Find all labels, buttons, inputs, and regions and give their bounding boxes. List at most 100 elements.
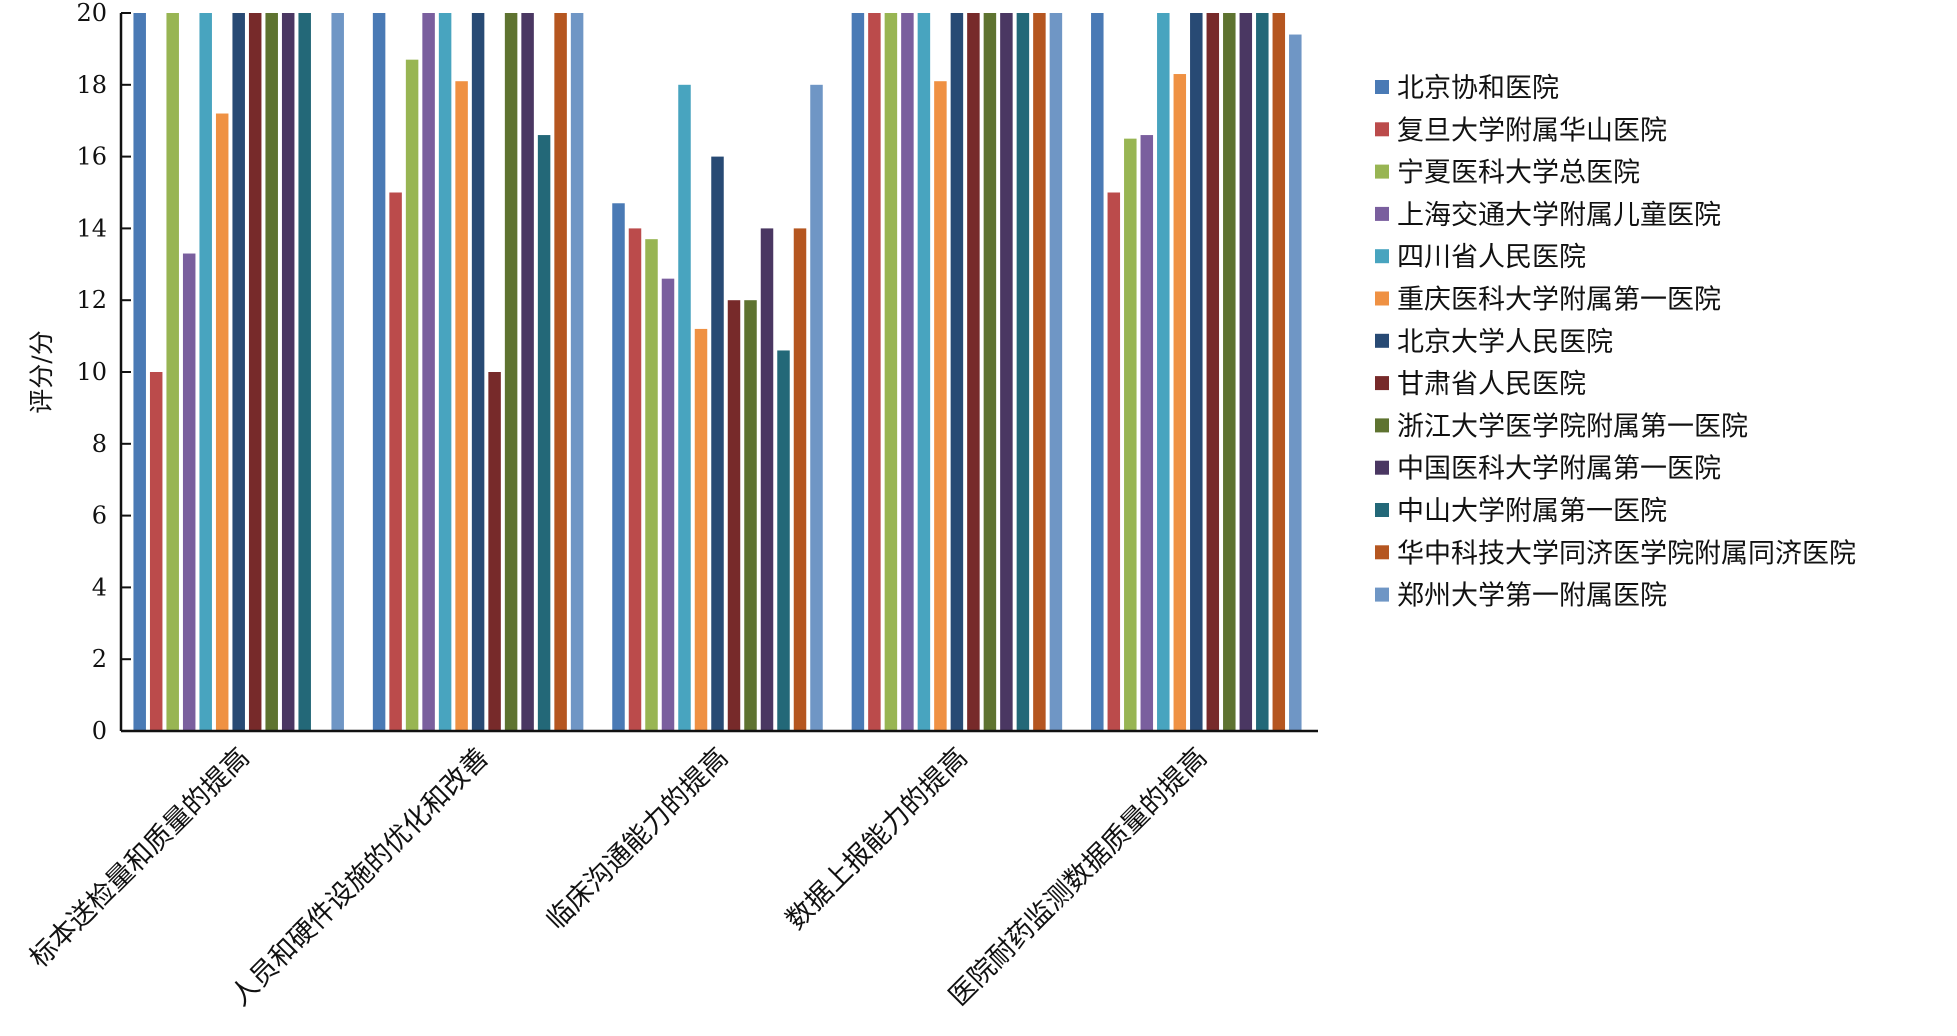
bar [868,13,881,731]
legend-label: 中山大学附属第一医院 [1397,496,1667,527]
y-tick-label: 14 [76,214,107,242]
bar [199,13,212,731]
legend-swatch [1375,418,1389,433]
category-label: 临床沟通能力的提高 [541,742,735,936]
bar [744,300,757,731]
legend-label: 浙江大学医学院附属第一医院 [1397,411,1748,442]
bar [504,13,518,731]
bars-layer [133,13,1302,732]
bar [521,13,534,731]
bar [554,13,567,731]
bar [1140,135,1154,731]
bar [1107,192,1121,731]
bar [232,13,245,731]
y-axis-label: 评分/分 [27,330,56,413]
bar [1049,13,1063,731]
bar [901,13,914,731]
bar [215,113,229,731]
bar [628,228,642,731]
bar [1033,13,1046,731]
legend-label: 上海交通大学附属儿童医院 [1397,200,1721,231]
bar [983,13,997,731]
bar [793,228,807,731]
bar [471,13,485,731]
bar [389,192,402,731]
bar [372,13,386,731]
legend-swatch [1375,460,1389,475]
legend-swatch [1375,80,1389,94]
legend-swatch [1375,545,1389,560]
bar [182,253,196,731]
legend-label: 重庆医科大学附属第一医院 [1397,285,1721,316]
bar [777,350,790,731]
bar [711,156,724,732]
bar [1256,13,1269,731]
y-tick-label: 8 [92,430,107,458]
y-tick-label: 16 [76,143,107,171]
legend-swatch [1375,291,1389,306]
y-tick-label: 12 [76,286,107,314]
y-tick-label: 4 [92,573,107,601]
bar [1124,138,1137,731]
y-tick-label: 0 [92,717,107,745]
bar [1091,13,1104,731]
bar [438,13,452,731]
bar [645,239,658,732]
bar [422,13,435,731]
bar [884,13,898,731]
bar [934,81,947,731]
y-tick-label: 20 [76,0,107,27]
bar [1000,13,1013,731]
bar [1223,13,1236,731]
bar [967,13,980,731]
category-label: 医院耐药监测数据质量的提高 [943,742,1213,1012]
legend-swatch [1375,376,1389,391]
bar [455,81,468,731]
bar [917,13,931,731]
bar [1272,13,1286,731]
bar [1289,34,1302,732]
bar [1173,74,1187,731]
legend-label: 复旦大学附属华山医院 [1397,115,1667,146]
legend-label: 北京协和医院 [1397,73,1559,104]
legend-swatch [1375,206,1389,221]
legend-label: 北京大学人民医院 [1397,327,1613,358]
legend-swatch [1375,333,1389,348]
y-tick-label: 18 [76,71,107,99]
bar [1016,13,1030,731]
bar [537,135,551,731]
bar [149,372,163,731]
bar [331,13,344,731]
bar [810,84,823,732]
legend-swatch [1375,503,1389,517]
legend-swatch [1375,587,1389,602]
legend-swatch [1375,122,1389,137]
y-tick-label: 10 [76,358,107,386]
legend-label: 华中科技大学同济医学院附属同济医院 [1397,538,1856,569]
legend-swatch [1375,164,1389,179]
bar [1239,13,1253,731]
legend-label: 四川省人民医院 [1397,242,1586,273]
y-tick-label: 2 [92,645,107,673]
bar [570,13,584,731]
bar [1206,13,1220,731]
legend-label: 中国医科大学附属第一医院 [1397,454,1721,485]
bar [661,278,675,731]
bar [166,13,179,731]
y-tick-label: 6 [92,502,107,530]
bar [694,328,708,731]
bar [265,13,278,731]
bar [727,300,741,731]
bar [405,59,419,732]
bar [248,13,262,731]
bar [1157,13,1170,731]
category-label: 数据上报能力的提高 [780,742,974,936]
category-label: 标本送检量和质量的提高 [24,742,256,974]
legend-label: 宁夏医科大学总医院 [1397,158,1640,189]
bar [133,13,146,731]
legend: 北京协和医院复旦大学附属华山医院宁夏医科大学总医院上海交通大学附属儿童医院四川省… [1375,73,1856,612]
bar [298,13,311,731]
bar [612,203,625,731]
legend-swatch [1375,249,1389,264]
